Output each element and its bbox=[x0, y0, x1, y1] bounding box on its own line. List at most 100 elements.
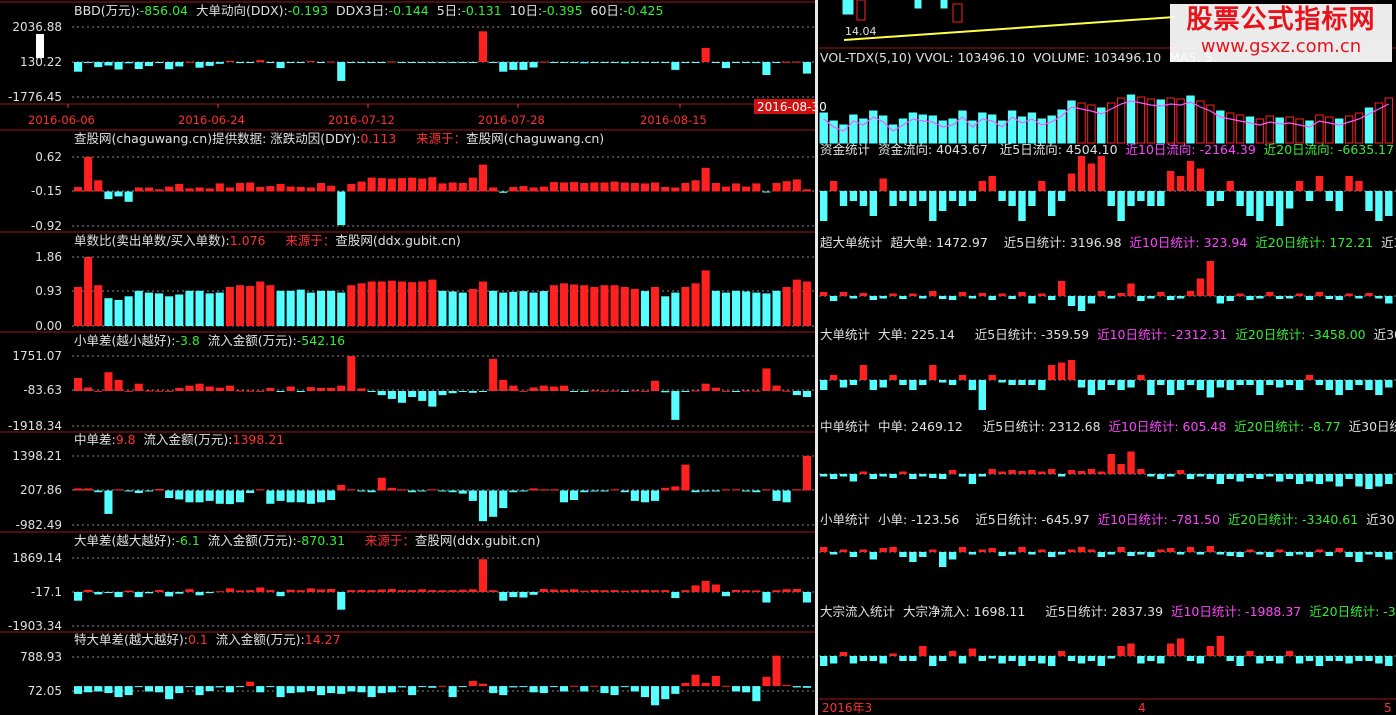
left-panel-5-bar bbox=[104, 490, 113, 514]
left-panel-4-bar bbox=[124, 390, 133, 392]
right-panel-3-bar bbox=[869, 296, 877, 300]
left-panel-4-bar bbox=[387, 391, 396, 399]
right-panel-2-bar bbox=[998, 191, 1006, 201]
left-panel-2-bar bbox=[691, 180, 700, 192]
left-panel-1-bar bbox=[529, 62, 538, 68]
right-panel-4-bar bbox=[1157, 380, 1165, 385]
right-panel-7-bar bbox=[1206, 646, 1214, 656]
left-panel-1-bar bbox=[185, 61, 194, 63]
right-panel-5-bar bbox=[1226, 474, 1234, 479]
left-panel-7-bar bbox=[246, 681, 255, 687]
right-panel-2-bar bbox=[1077, 156, 1086, 191]
right-panel-6-bar bbox=[968, 552, 977, 555]
left-panel-7-bar bbox=[236, 686, 245, 688]
right-panel-2-bar bbox=[1285, 191, 1294, 209]
right-panel-4-bar bbox=[879, 380, 887, 388]
right-panel-6-bar bbox=[1345, 552, 1353, 557]
right-panel-3-bar bbox=[978, 293, 986, 296]
left-panel-3-bar bbox=[691, 283, 700, 326]
left-panel-7-bar bbox=[762, 676, 771, 687]
right-panel-5-bar bbox=[849, 474, 858, 482]
right-panel-2-bar bbox=[1008, 191, 1016, 206]
price-label: 14.04 bbox=[845, 25, 877, 38]
left-panel-2-bar bbox=[114, 191, 123, 197]
right-panel-5-bar bbox=[839, 474, 848, 477]
right-panel-4-bar bbox=[909, 380, 917, 390]
left-panel-6-bar bbox=[489, 590, 498, 592]
right-panel-4-bar bbox=[1295, 380, 1304, 390]
left-panel-2-header-part: 来源于： bbox=[396, 131, 466, 146]
right-panel-7-bar bbox=[849, 656, 858, 664]
right-panel-7-bar bbox=[1048, 656, 1056, 666]
left-panel-1-bar bbox=[195, 62, 204, 68]
right-panel-2-header-part: 资金统计 资金流向: 4043.67 近5日流向: 4504.10 bbox=[820, 142, 1126, 157]
right-panel-7-bar bbox=[879, 656, 887, 664]
left-panel-4-tick-label: -83.63 bbox=[23, 383, 62, 397]
left-panel-3-bar bbox=[337, 292, 346, 326]
left-panel-3-bar bbox=[539, 291, 548, 326]
left-panel-6-bar bbox=[74, 592, 83, 601]
right-panel-1-volume-bar bbox=[849, 114, 858, 144]
right-panel-6-bar bbox=[1167, 548, 1175, 552]
left-panel-1-bar bbox=[387, 61, 396, 63]
left-panel-1-bar bbox=[570, 62, 579, 63]
left-panel-5-bar bbox=[205, 490, 214, 501]
right-panel-1-volume-bar bbox=[1196, 100, 1205, 144]
panel-divider[interactable] bbox=[815, 0, 818, 715]
right-panel-2-bar bbox=[869, 191, 877, 216]
left-panel-4-bar bbox=[337, 385, 346, 391]
left-panel-6-bar bbox=[792, 589, 801, 592]
left-panel-3-bar bbox=[792, 279, 801, 326]
right-panel-3-header: 超大单统计 超大单: 1472.97 近5日统计: 3196.98 近10日统计… bbox=[820, 235, 1396, 250]
left-panel-2-bar bbox=[762, 191, 771, 193]
left-panel-5-bar bbox=[590, 490, 599, 492]
right-panel-2-bar bbox=[1196, 168, 1205, 191]
right-panel-2-bar bbox=[1176, 176, 1185, 191]
left-panel-7-bar bbox=[84, 686, 93, 693]
right-panel-2-bar bbox=[1067, 173, 1076, 191]
left-panel-4-bar bbox=[236, 390, 245, 392]
right-panel-1-volume-bar bbox=[1067, 100, 1076, 144]
right-panel-4-bar bbox=[1087, 380, 1096, 395]
right-panel-3-bar bbox=[859, 293, 868, 296]
right-panel-6-bar bbox=[839, 549, 848, 552]
left-panel-5-bar bbox=[489, 490, 498, 517]
left-panel-7-bar bbox=[387, 686, 396, 693]
left-panel-4-bar bbox=[762, 368, 771, 391]
right-panel-5-header-part: 中单统计 中单: 2469.12 近5日统计: 2312.68 bbox=[820, 419, 1108, 434]
right-panel-1-volume-bar bbox=[1275, 117, 1284, 144]
left-panel-2-bar bbox=[630, 183, 639, 192]
left-panel-3-bar bbox=[74, 287, 83, 326]
left-panel-2-bar bbox=[377, 178, 386, 192]
left-panel-7-bar bbox=[570, 685, 579, 687]
right-panel-5-bar bbox=[869, 474, 877, 479]
right-panel-1-volume-bar bbox=[1384, 97, 1393, 144]
right-panel-3-bar bbox=[1097, 291, 1105, 296]
right-panel-4-bar bbox=[829, 375, 838, 380]
right-panel-4-bar bbox=[1266, 380, 1274, 385]
left-panel-7-bar bbox=[124, 686, 133, 696]
left-panel-4-bar bbox=[651, 380, 660, 391]
left-panel-4-bar bbox=[580, 391, 589, 392]
right-panel-5-bar bbox=[988, 469, 996, 474]
left-panel-5-bar bbox=[347, 489, 356, 491]
right-panel-1-ma-line bbox=[823, 100, 1390, 132]
right-panel-5-bar bbox=[1355, 474, 1363, 487]
right-panel-2-bar bbox=[1057, 191, 1066, 201]
left-panel-4-bar bbox=[347, 356, 356, 391]
right-panel-1-volume-bar bbox=[1156, 99, 1165, 144]
left-panel-1-bar bbox=[620, 62, 629, 64]
right-panel-3-bar bbox=[948, 296, 957, 300]
right-panel-5-bar bbox=[1137, 469, 1145, 474]
left-panel-1-header: BBD(万元):-856.04 大单动向(DDX):-0.193 DDX3日:-… bbox=[74, 3, 663, 18]
right-panel-7-bar bbox=[859, 656, 868, 661]
right-panel-6-bar bbox=[998, 552, 1006, 556]
right-panel-2-bar bbox=[829, 181, 838, 191]
left-panel-4-bar bbox=[570, 391, 579, 392]
right-panel-6-bar bbox=[1355, 552, 1363, 562]
left-panel-3-bar bbox=[590, 287, 599, 326]
left-panel-6-bar bbox=[519, 592, 528, 598]
right-panel-4-bar bbox=[1345, 380, 1353, 390]
left-panel-1-bar bbox=[367, 62, 376, 63]
